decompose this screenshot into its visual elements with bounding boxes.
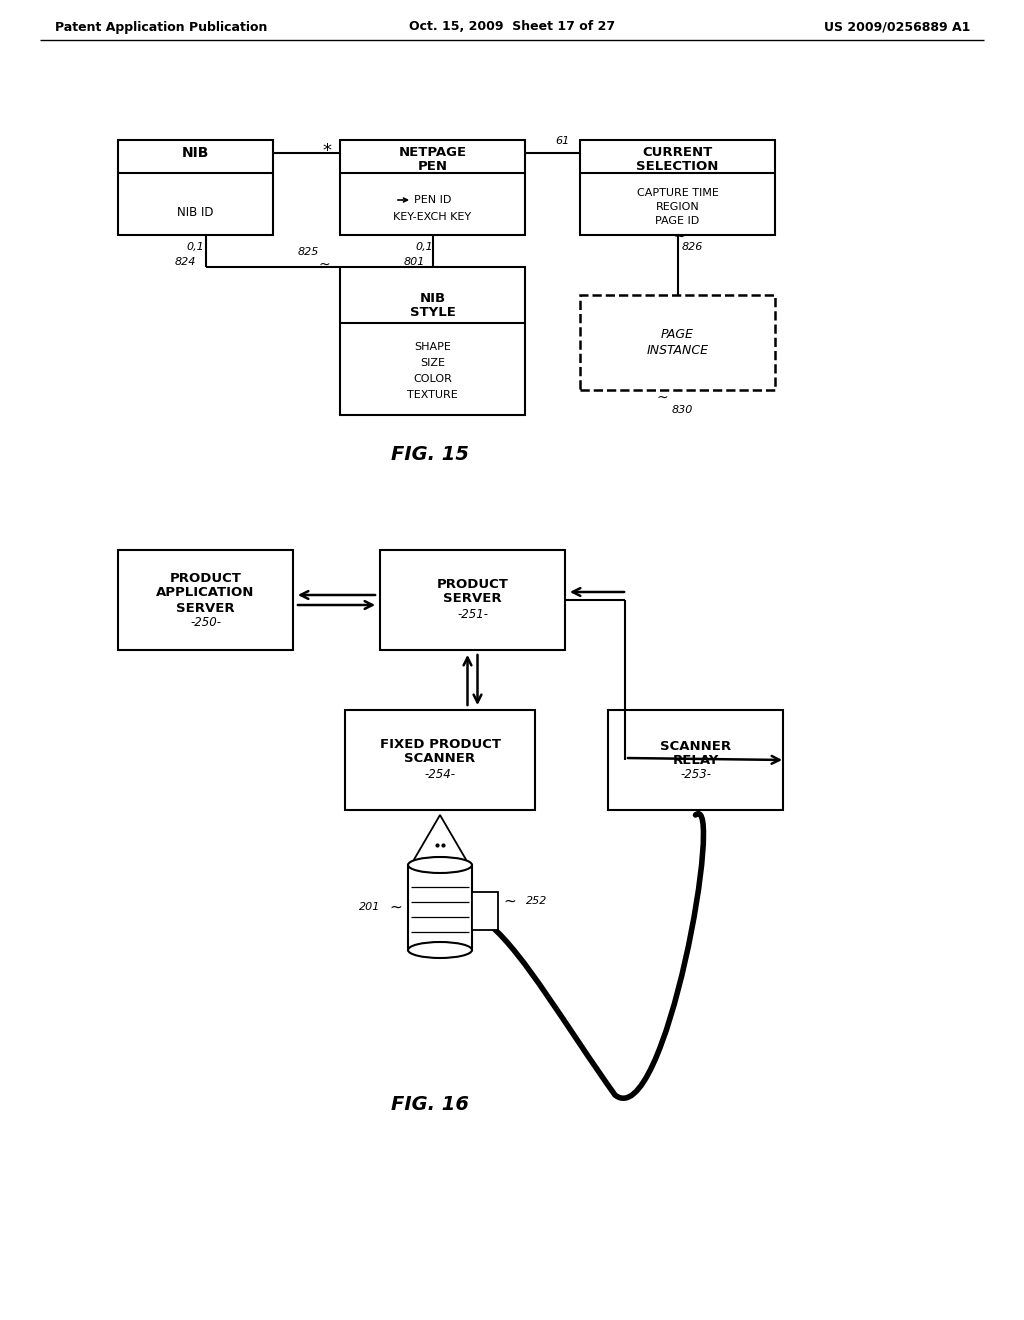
Text: PAGE: PAGE [662,327,694,341]
FancyBboxPatch shape [408,865,472,950]
Text: ~: ~ [674,230,685,244]
Text: NIB ID: NIB ID [177,206,214,219]
Text: ~: ~ [656,391,669,405]
Text: STYLE: STYLE [410,306,456,319]
Text: SCANNER: SCANNER [659,739,731,752]
Text: RELAY: RELAY [673,754,719,767]
Text: -253-: -253- [680,768,711,781]
Text: COLOR: COLOR [413,374,452,384]
FancyBboxPatch shape [340,140,525,235]
FancyBboxPatch shape [118,140,273,235]
Text: APPLICATION: APPLICATION [157,586,255,599]
Text: ~: ~ [389,900,402,915]
Text: TEXTURE: TEXTURE [408,389,458,400]
Text: NIB: NIB [182,147,209,160]
Text: Oct. 15, 2009  Sheet 17 of 27: Oct. 15, 2009 Sheet 17 of 27 [409,21,615,33]
Text: 0,1: 0,1 [416,242,433,252]
Text: SHAPE: SHAPE [414,342,451,352]
Text: FIG. 16: FIG. 16 [391,1096,469,1114]
Text: SIZE: SIZE [420,358,445,368]
Text: 201: 201 [358,903,380,912]
Text: PEN: PEN [418,160,447,173]
Text: ~: ~ [504,894,516,908]
Ellipse shape [408,942,472,958]
Text: PRODUCT: PRODUCT [170,572,242,585]
Text: -254-: -254- [425,768,456,781]
Text: SERVER: SERVER [176,602,234,615]
Text: Patent Application Publication: Patent Application Publication [55,21,267,33]
Text: FIG. 15: FIG. 15 [391,446,469,465]
Text: 61: 61 [555,136,569,147]
FancyBboxPatch shape [380,550,565,649]
Text: 0,1: 0,1 [186,242,205,252]
Text: NETPAGE: NETPAGE [398,147,467,160]
Text: ~: ~ [318,257,330,272]
Text: US 2009/0256889 A1: US 2009/0256889 A1 [823,21,970,33]
Text: SCANNER: SCANNER [404,752,475,766]
Text: SELECTION: SELECTION [636,160,719,173]
Text: 252: 252 [526,896,548,906]
FancyBboxPatch shape [580,294,775,389]
Text: 830: 830 [672,405,693,414]
Polygon shape [412,814,468,863]
Text: KEY-EXCH KEY: KEY-EXCH KEY [393,213,472,222]
Text: *: * [323,143,332,160]
Text: NIB: NIB [420,292,445,305]
Text: 801: 801 [403,257,425,267]
Text: CURRENT: CURRENT [642,147,713,160]
Text: 825: 825 [297,247,318,257]
FancyBboxPatch shape [580,140,775,235]
Text: SERVER: SERVER [443,591,502,605]
Text: CAPTURE TIME: CAPTURE TIME [637,187,719,198]
Text: FIXED PRODUCT: FIXED PRODUCT [380,738,501,751]
Text: 826: 826 [682,242,703,252]
Text: INSTANCE: INSTANCE [646,345,709,356]
Ellipse shape [408,857,472,873]
Text: PAGE ID: PAGE ID [655,216,699,226]
Text: PRODUCT: PRODUCT [436,578,509,590]
FancyBboxPatch shape [340,267,525,414]
Text: -250-: -250- [190,616,221,630]
FancyBboxPatch shape [472,892,498,931]
Text: PEN ID: PEN ID [414,195,452,205]
FancyBboxPatch shape [118,550,293,649]
Text: REGION: REGION [655,202,699,213]
FancyBboxPatch shape [345,710,535,810]
Text: 824: 824 [175,257,197,267]
Text: -251-: -251- [457,607,488,620]
FancyBboxPatch shape [608,710,783,810]
